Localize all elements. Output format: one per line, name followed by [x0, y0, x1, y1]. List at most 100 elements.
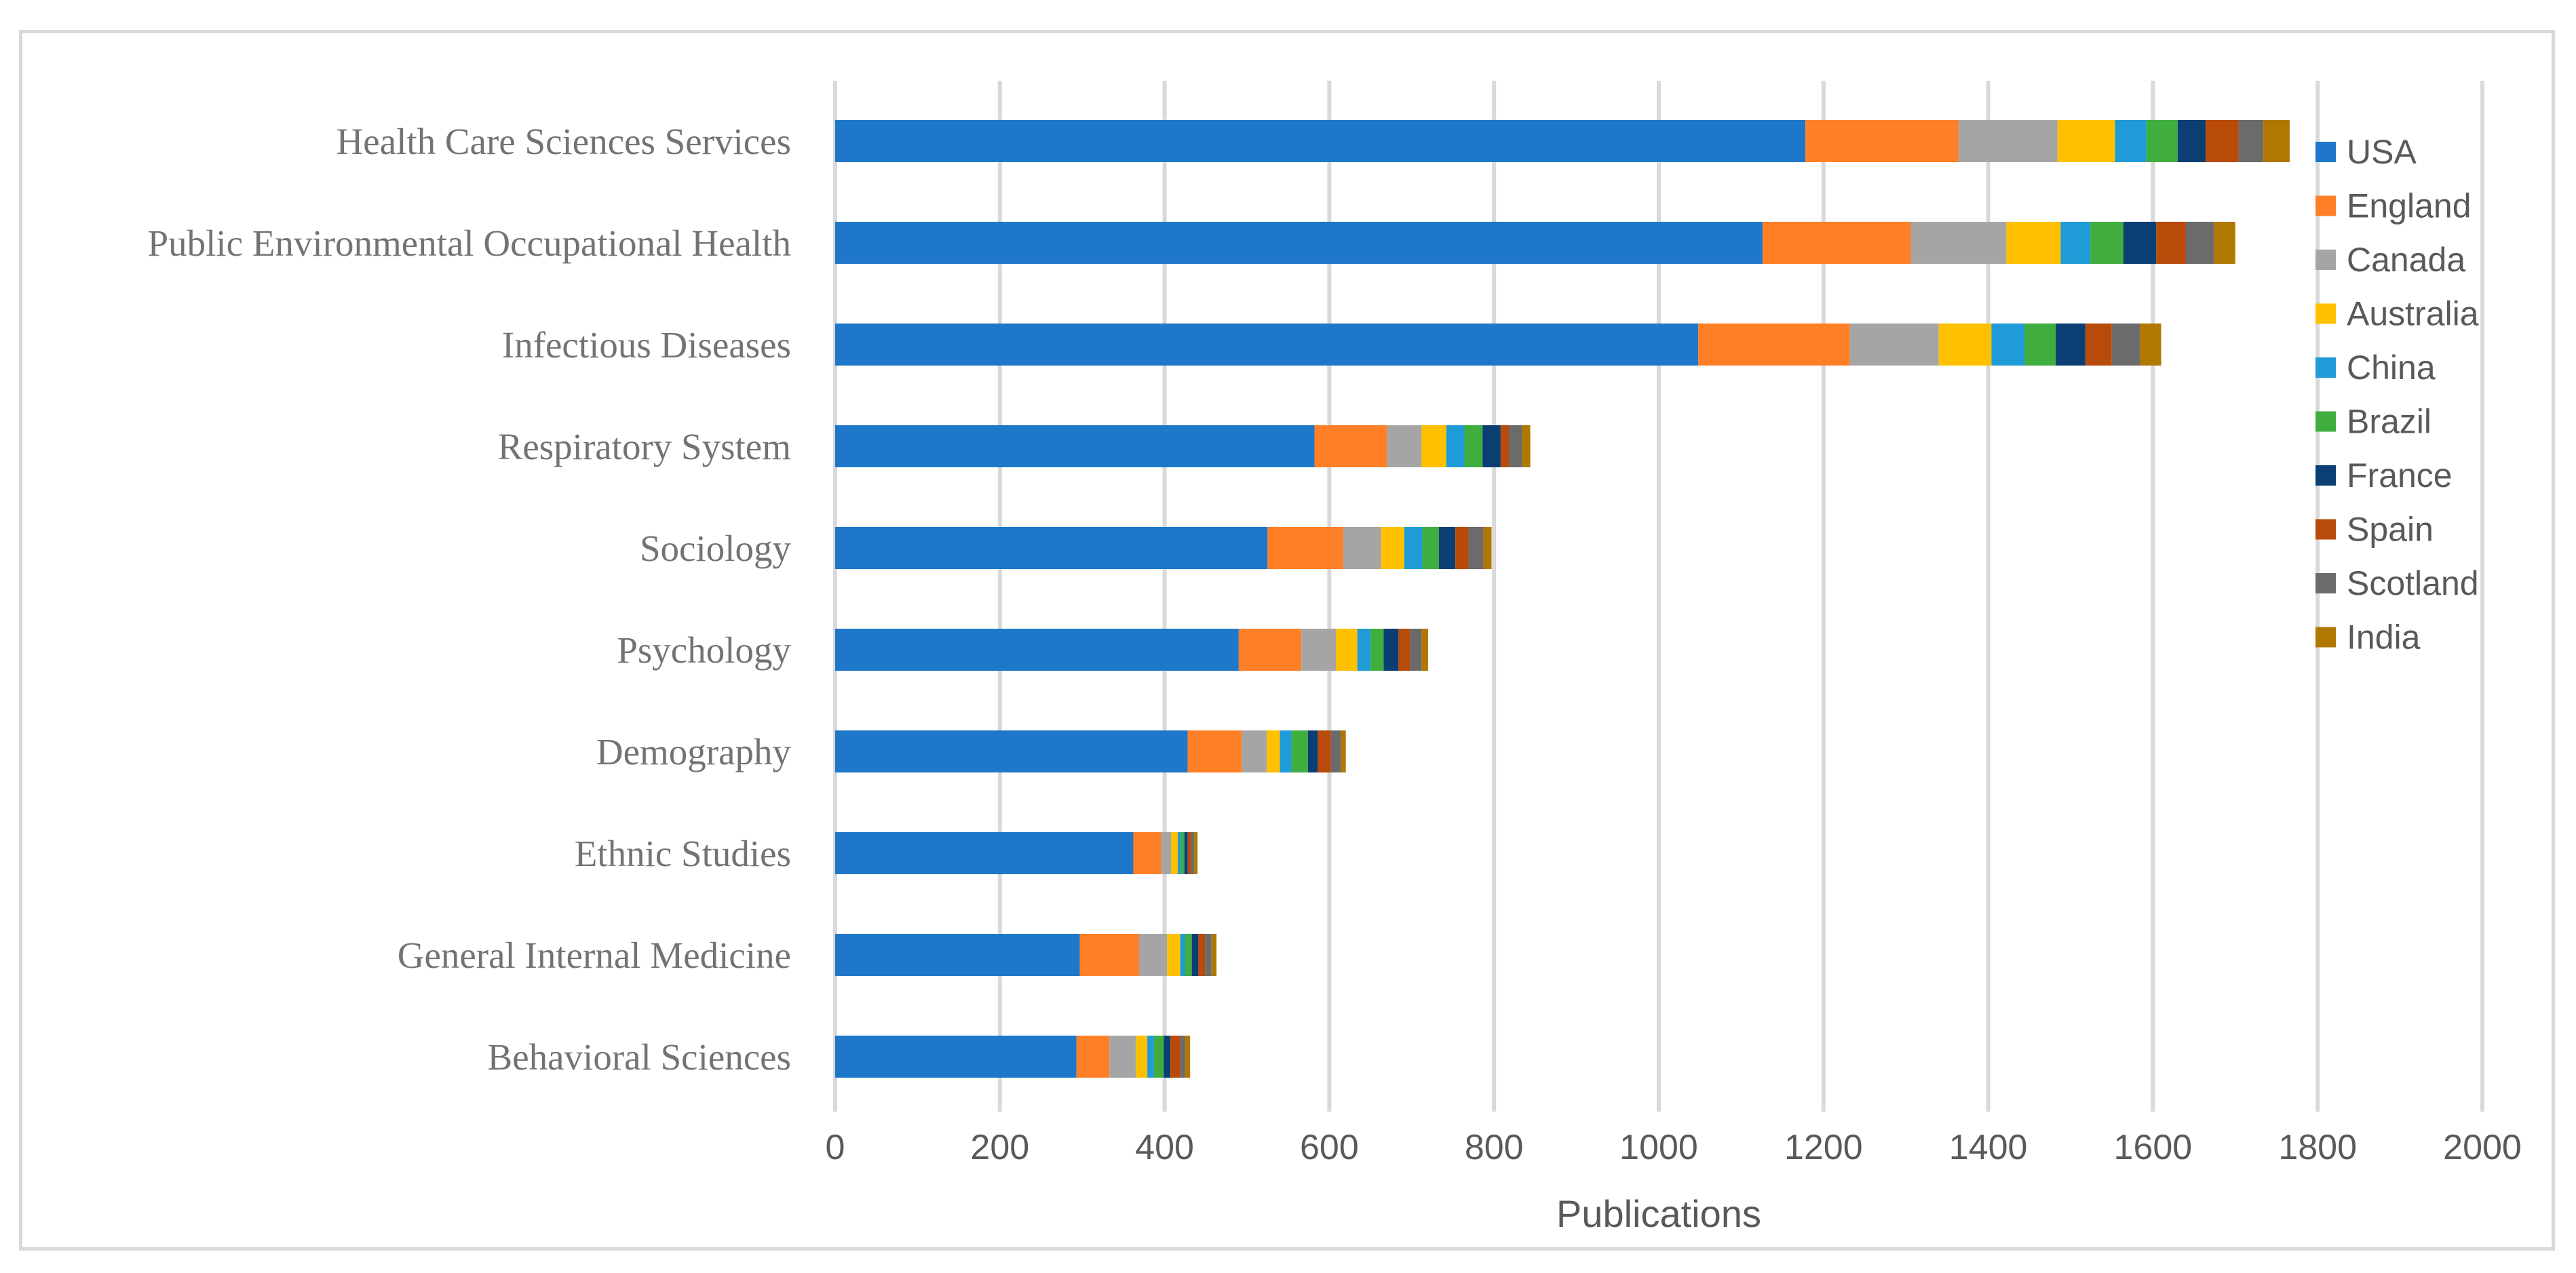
x-tick-label: 600 — [1300, 1128, 1359, 1167]
category-labels: Health Care Sciences Services Public Envi… — [148, 121, 792, 1078]
bar-canada-2 — [1849, 324, 1939, 366]
legend-label-canada: Canada — [2347, 241, 2465, 279]
bar-brazil-1 — [2090, 222, 2123, 264]
bar-spain-1 — [2156, 222, 2186, 264]
bar-canada-4 — [1343, 527, 1381, 569]
x-tick-labels: 0 200 400 600 800 1000 1200 1400 1600 1800 2000 — [826, 1128, 2522, 1167]
bar-brazil-2 — [2024, 324, 2056, 366]
bar-england-2 — [1698, 324, 1850, 366]
bar-brazil-4 — [1422, 527, 1439, 569]
bar-canada-0 — [1958, 120, 2058, 162]
legend-label-usa: USA — [2347, 133, 2417, 171]
bar-england-3 — [1314, 425, 1387, 467]
category-label: Sociology — [640, 528, 792, 569]
bar-england-6 — [1187, 730, 1242, 772]
x-tick-label: 1600 — [2114, 1128, 2193, 1167]
bar-scotland-4 — [1468, 527, 1484, 569]
bar-usa-0 — [835, 120, 1806, 162]
bar-china-6 — [1280, 730, 1292, 772]
bar-france-9 — [1164, 1036, 1171, 1078]
bar-scotland-6 — [1330, 730, 1341, 772]
chart-frame: Health Care Sciences Services Public Envi… — [19, 30, 2555, 1251]
bar-scotland-8 — [1205, 934, 1212, 976]
bar-india-7 — [1194, 832, 1198, 874]
bar-spain-8 — [1198, 934, 1206, 976]
bar-australia-6 — [1267, 730, 1280, 772]
legend-swatch-scotland — [2315, 573, 2336, 593]
bar-france-4 — [1438, 527, 1456, 569]
x-tick-label: 400 — [1135, 1128, 1194, 1167]
bar-brazil-8 — [1185, 934, 1192, 976]
bar-brazil-9 — [1153, 1036, 1164, 1078]
bar-canada-1 — [1910, 222, 2007, 264]
bar-france-0 — [2177, 120, 2206, 162]
x-tick-label: 1400 — [1949, 1128, 2028, 1167]
bar-china-3 — [1446, 425, 1465, 467]
bar-brazil-0 — [2146, 120, 2178, 162]
bar-usa-3 — [835, 425, 1315, 467]
bar-spain-7 — [1187, 832, 1191, 874]
stacked-bar-chart: Health Care Sciences Services Public Envi… — [148, 81, 2522, 1235]
category-label: Respiratory System — [498, 426, 791, 467]
bar-australia-3 — [1421, 425, 1446, 467]
bar-canada-3 — [1387, 425, 1422, 467]
bar-france-7 — [1184, 832, 1188, 874]
bar-brazil-6 — [1291, 730, 1308, 772]
legend-swatch-australia — [2315, 303, 2336, 324]
bar-france-6 — [1307, 730, 1318, 772]
bar-china-7 — [1178, 832, 1181, 874]
bar-india-8 — [1211, 934, 1217, 976]
legend-swatch-china — [2315, 357, 2336, 378]
bar-scotland-7 — [1191, 832, 1195, 874]
bar-australia-4 — [1381, 527, 1404, 569]
bar-france-5 — [1383, 629, 1399, 671]
bar-usa-9 — [835, 1036, 1077, 1078]
bar-spain-4 — [1455, 527, 1469, 569]
legend-label-scotland: Scotland — [2347, 564, 2479, 602]
x-tick-label: 2000 — [2443, 1128, 2522, 1167]
category-label: Behavioral Sciences — [488, 1036, 791, 1078]
bar-india-3 — [1522, 425, 1531, 467]
category-label: Infectious Diseases — [502, 324, 791, 366]
bar-france-2 — [2056, 324, 2085, 366]
bar-india-6 — [1341, 730, 1346, 772]
bar-usa-7 — [835, 832, 1134, 874]
bar-australia-1 — [2006, 222, 2061, 264]
bar-india-1 — [2214, 222, 2235, 264]
bar-usa-6 — [835, 730, 1188, 772]
bar-australia-7 — [1171, 832, 1178, 874]
legend-swatch-spain — [2315, 519, 2336, 540]
bar-england-4 — [1267, 527, 1344, 569]
bar-england-5 — [1238, 629, 1302, 671]
bar-spain-2 — [2085, 324, 2112, 366]
bar-china-4 — [1404, 527, 1423, 569]
bar-usa-4 — [835, 527, 1268, 569]
legend: USA England Canada Australia China Brazil Fran… — [2315, 133, 2479, 657]
bar-india-9 — [1185, 1036, 1191, 1078]
bar-china-5 — [1357, 629, 1371, 671]
bar-brazil-7 — [1180, 832, 1185, 874]
bar-scotland-3 — [1509, 425, 1522, 467]
bar-england-8 — [1079, 934, 1139, 976]
bar-canada-9 — [1109, 1036, 1136, 1078]
legend-label-australia: Australia — [2347, 295, 2479, 333]
bar-india-5 — [1421, 629, 1429, 671]
x-tick-label: 1000 — [1619, 1128, 1698, 1167]
bar-india-4 — [1483, 527, 1492, 569]
bar-usa-1 — [835, 222, 1763, 264]
bar-canada-6 — [1242, 730, 1267, 772]
bar-scotland-2 — [2111, 324, 2140, 366]
legend-label-england: England — [2347, 187, 2472, 225]
legend-label-france: France — [2347, 456, 2453, 494]
bar-australia-0 — [2057, 120, 2115, 162]
category-label: Health Care Sciences Services — [337, 121, 791, 162]
bars — [835, 120, 2290, 1078]
x-tick-label: 1800 — [2278, 1128, 2357, 1167]
legend-label-china: China — [2347, 349, 2436, 387]
bar-spain-9 — [1170, 1036, 1180, 1078]
legend-label-brazil: Brazil — [2347, 403, 2431, 441]
bar-australia-8 — [1167, 934, 1180, 976]
bar-canada-8 — [1138, 934, 1168, 976]
bar-australia-5 — [1336, 629, 1358, 671]
bar-france-1 — [2123, 222, 2157, 264]
